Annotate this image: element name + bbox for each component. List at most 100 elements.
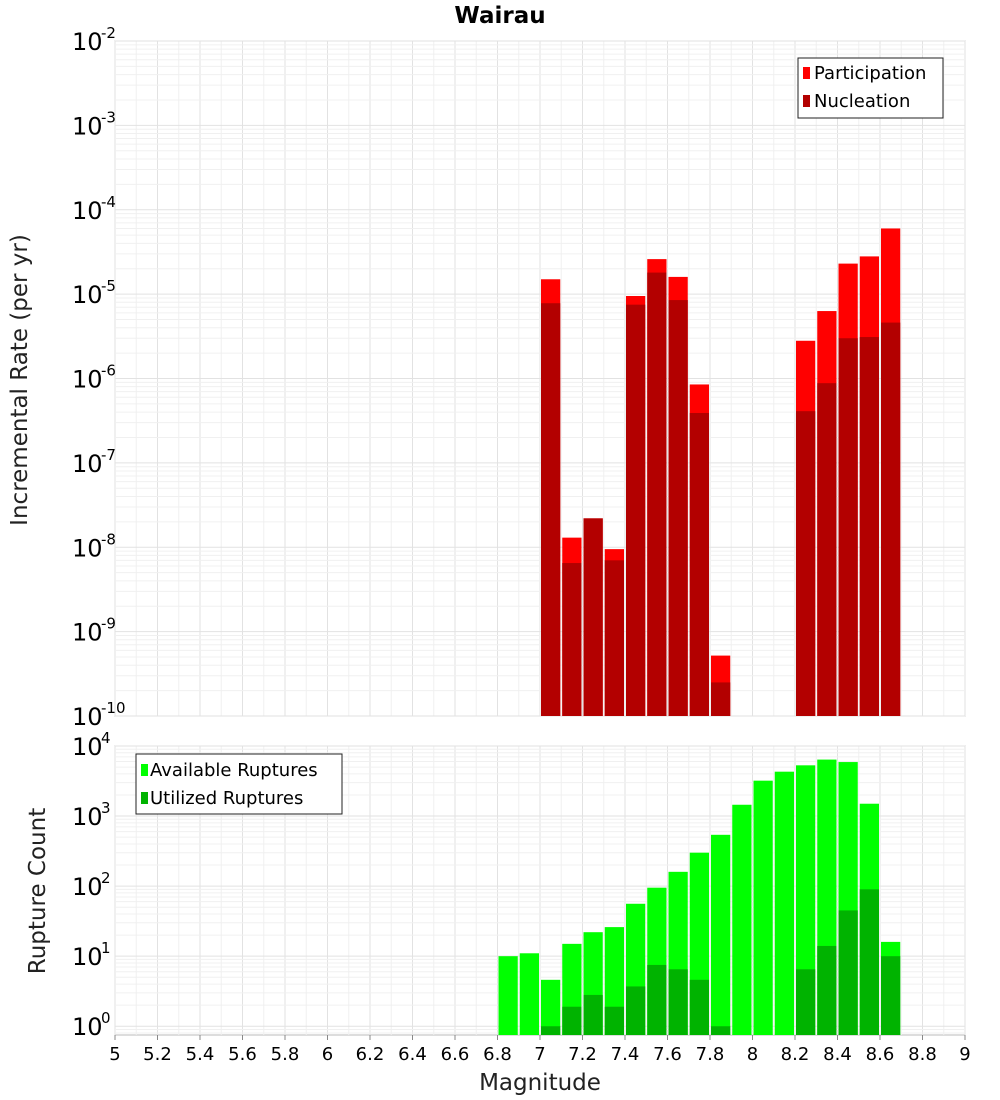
count-bar-utilized-ruptures	[647, 965, 666, 1035]
count-y-tick-exponent: 3	[101, 799, 111, 817]
rate-y-tick-exponent: -5	[101, 277, 116, 295]
rate-y-tick-label: 10	[72, 366, 103, 394]
x-tick-label: 8.8	[908, 1044, 937, 1065]
rate-bar-nucleation	[584, 518, 603, 716]
count-y-tick-exponent: 0	[101, 1009, 111, 1027]
magnitude-x-axis-label: Magnitude	[479, 1070, 601, 1096]
count-y-axis-label: Rupture Count	[25, 808, 51, 974]
x-tick-label: 8.6	[866, 1044, 895, 1065]
rate-bar-nucleation	[711, 682, 730, 716]
count-y-tick-label: 10	[72, 943, 103, 971]
count-y-tick-exponent: 4	[101, 729, 111, 747]
count-bar-utilized-ruptures	[860, 889, 879, 1035]
count-y-tick-label: 10	[72, 873, 103, 901]
rate-bar-nucleation	[860, 337, 879, 716]
x-tick-label: 7.2	[568, 1044, 597, 1065]
rate-bar-nucleation	[796, 411, 815, 716]
x-tick-label: 6.6	[441, 1044, 470, 1065]
rate-bar-nucleation	[669, 300, 688, 716]
count-y-tick-label: 10	[72, 803, 103, 831]
participation-swatch	[803, 67, 810, 79]
count-bar-utilized-ruptures	[690, 980, 709, 1035]
rate-y-tick-label: 10	[72, 281, 103, 309]
x-tick-label: 5.4	[186, 1044, 215, 1065]
rate-grid	[115, 41, 965, 716]
rate-y-tick-label: 10	[72, 197, 103, 225]
rate-y-tick-exponent: -2	[101, 24, 116, 42]
x-tick-label: 6.8	[483, 1044, 512, 1065]
rate-y-tick-exponent: -4	[101, 193, 116, 211]
count-bar-utilized-ruptures	[669, 969, 688, 1035]
x-tick-label: 5.6	[228, 1044, 257, 1065]
count-bar-utilized-ruptures	[584, 995, 603, 1035]
count-bar-utilized-ruptures	[839, 910, 858, 1035]
x-tick-label: 7.8	[696, 1044, 725, 1065]
count-bar-available-ruptures	[520, 953, 539, 1035]
nucleation-swatch	[803, 95, 810, 107]
chart-title: Wairau	[454, 3, 545, 29]
rate-y-tick-label: 10	[72, 450, 103, 478]
rate-y-tick-exponent: -6	[101, 362, 116, 380]
rate-y-tick-exponent: -10	[101, 699, 126, 717]
rate-y-tick-label: 10	[72, 534, 103, 562]
nucleation-legend-label: Nucleation	[814, 91, 910, 112]
count-y-tick-exponent: 1	[101, 939, 111, 957]
utilized-swatch	[141, 792, 148, 804]
rate-y-tick-exponent: -7	[101, 446, 116, 464]
chart-canvas: Wairau 10-1010-910-810-710-610-510-410-3…	[0, 0, 1000, 1100]
x-tick-label: 8.2	[781, 1044, 810, 1065]
x-tick-label: 5.2	[143, 1044, 172, 1065]
rate-bar-nucleation	[541, 303, 560, 716]
available-swatch	[141, 764, 148, 776]
magnitude-x-ticks: 5 5.2 5.4 5.6 5.8 6 6.2 6.4 6.6 6.8 7 7.2 7.4 7.6 7.8 8…	[109, 1035, 970, 1065]
x-tick-label: 7.6	[653, 1044, 682, 1065]
rate-bar-nucleation	[881, 323, 900, 716]
rate-y-tick-label: 10	[72, 28, 103, 56]
count-bar-utilized-ruptures	[605, 1007, 624, 1035]
count-bar-utilized-ruptures	[541, 1026, 560, 1035]
rate-legend: Participation Nucleation	[798, 58, 943, 118]
participation-legend-label: Participation	[814, 63, 926, 84]
count-bar-utilized-ruptures	[817, 946, 836, 1035]
rate-bar-nucleation	[562, 563, 581, 716]
x-tick-label: 9	[959, 1044, 970, 1065]
count-bar-utilized-ruptures	[711, 1026, 730, 1035]
count-bar-utilized-ruptures	[881, 956, 900, 1035]
rate-y-tick-exponent: -3	[101, 108, 116, 126]
x-tick-label: 5	[109, 1044, 120, 1065]
count-y-tick-exponent: 2	[101, 869, 111, 887]
x-tick-label: 7.4	[611, 1044, 640, 1065]
x-tick-label: 8.4	[823, 1044, 852, 1065]
rate-bar-nucleation	[605, 560, 624, 716]
rate-y-tick-label: 10	[72, 112, 103, 140]
rate-bar-nucleation	[647, 273, 666, 716]
rate-bar-nucleation	[626, 305, 645, 716]
count-y-tick-label: 10	[72, 1013, 103, 1041]
count-bar-utilized-ruptures	[562, 1007, 581, 1035]
rate-bar-nucleation	[817, 383, 836, 716]
available-legend-label: Available Ruptures	[150, 760, 318, 781]
count-bar-utilized-ruptures	[796, 969, 815, 1035]
count-bar-available-ruptures	[732, 805, 751, 1035]
count-bar-available-ruptures	[754, 781, 773, 1035]
rate-y-tick-exponent: -8	[101, 530, 116, 548]
x-tick-label: 5.8	[271, 1044, 300, 1065]
count-bar-available-ruptures	[499, 956, 518, 1035]
rate-y-tick-exponent: -9	[101, 615, 116, 633]
rate-y-axis-label: Incremental Rate (per yr)	[7, 234, 33, 526]
x-tick-label: 6.4	[398, 1044, 427, 1065]
x-tick-label: 6	[322, 1044, 333, 1065]
x-tick-label: 7	[534, 1044, 545, 1065]
utilized-legend-label: Utilized Ruptures	[150, 788, 303, 809]
rate-y-tick-label: 10	[72, 619, 103, 647]
count-y-tick-label: 10	[72, 733, 103, 761]
rate-y-tick-label: 10	[72, 703, 103, 731]
count-bar-available-ruptures	[711, 835, 730, 1035]
rate-bar-nucleation	[690, 413, 709, 716]
count-legend: Available Ruptures Utilized Ruptures	[136, 754, 342, 814]
x-tick-label: 6.2	[356, 1044, 385, 1065]
rate-bar-nucleation	[839, 338, 858, 716]
